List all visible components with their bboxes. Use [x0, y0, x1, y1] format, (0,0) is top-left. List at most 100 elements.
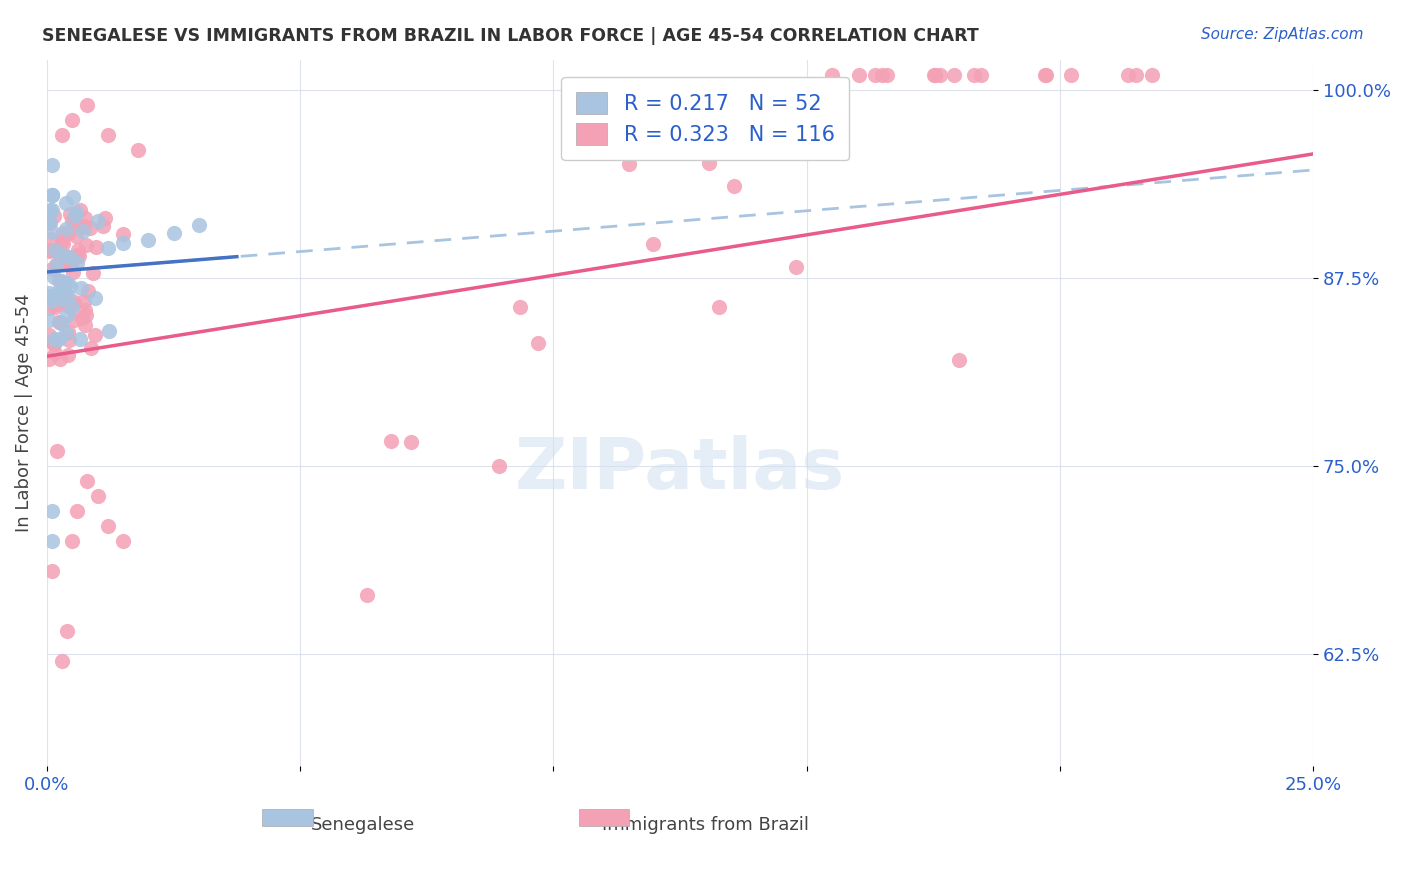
Point: [41, 504, 63, 518]
Point: [51, 654, 73, 668]
Point: [872, 68, 894, 82]
Point: [963, 68, 986, 82]
Point: [56, 325, 79, 339]
Point: [41, 262, 63, 277]
Point: [38, 244, 60, 258]
Point: [73, 293, 96, 308]
Point: [53, 287, 76, 301]
Point: [84, 291, 107, 305]
Point: [56, 624, 79, 638]
Point: [97, 241, 120, 255]
Point: [1035, 68, 1057, 82]
Point: [876, 68, 898, 82]
Point: [44, 335, 66, 350]
Point: [62, 190, 84, 204]
Point: [60, 112, 83, 127]
Point: [162, 226, 184, 240]
Point: [51, 274, 73, 288]
Point: [44, 209, 66, 223]
Point: [924, 68, 946, 82]
Point: [77, 284, 100, 298]
Point: [41, 188, 63, 202]
Point: [58, 334, 80, 348]
Point: [924, 68, 946, 82]
Point: [111, 533, 134, 548]
Point: [58, 259, 80, 273]
Point: [66, 256, 89, 270]
Point: [66, 504, 89, 518]
Point: [63, 313, 86, 327]
Point: [356, 588, 378, 602]
Point: [617, 157, 640, 171]
Point: [56, 348, 79, 362]
Point: [380, 434, 402, 448]
Point: [51, 237, 73, 252]
Point: [948, 353, 970, 368]
Point: [42, 269, 65, 284]
Point: [45, 258, 67, 272]
Point: [39, 202, 62, 217]
Point: [60, 295, 83, 310]
Text: ZIPatlas: ZIPatlas: [515, 435, 845, 504]
Point: [509, 300, 531, 314]
Point: [56, 309, 79, 323]
Point: [67, 249, 90, 263]
Point: [75, 309, 97, 323]
Point: [63, 210, 86, 224]
Point: [41, 202, 63, 217]
Point: [48, 274, 70, 288]
Point: [75, 318, 97, 332]
Point: [1116, 68, 1139, 82]
Point: [79, 221, 101, 235]
Point: [73, 211, 96, 226]
Point: [55, 196, 77, 211]
Point: [41, 188, 63, 202]
Point: [39, 244, 62, 258]
Point: [62, 295, 84, 310]
Point: [63, 216, 86, 230]
Point: [41, 564, 63, 578]
Point: [97, 128, 120, 142]
Point: [943, 68, 966, 82]
Point: [136, 233, 159, 247]
Point: [56, 276, 79, 290]
Text: Immigrants from Brazil: Immigrants from Brazil: [602, 816, 808, 834]
Point: [111, 235, 134, 250]
Point: [723, 179, 745, 194]
Point: [42, 337, 65, 351]
Y-axis label: In Labor Force | Age 45-54: In Labor Force | Age 45-54: [15, 293, 32, 533]
Point: [38, 206, 60, 220]
Point: [55, 326, 77, 341]
Text: SENEGALESE VS IMMIGRANTS FROM BRAZIL IN LABOR FORCE | AGE 45-54 CORRELATION CHAR: SENEGALESE VS IMMIGRANTS FROM BRAZIL IN …: [42, 27, 979, 45]
Point: [44, 332, 66, 346]
Point: [38, 215, 60, 229]
Point: [1033, 68, 1056, 82]
FancyBboxPatch shape: [262, 809, 312, 826]
Point: [52, 248, 75, 262]
Point: [38, 352, 60, 367]
Point: [56, 226, 79, 240]
Point: [44, 291, 66, 305]
Point: [641, 237, 664, 252]
Point: [51, 316, 73, 330]
Point: [84, 328, 107, 343]
Point: [1140, 68, 1163, 82]
Point: [53, 276, 76, 290]
Point: [86, 214, 108, 228]
Point: [41, 232, 63, 246]
Point: [526, 336, 548, 351]
Point: [48, 315, 70, 329]
Point: [69, 280, 91, 294]
Point: [38, 328, 60, 343]
Point: [82, 266, 104, 280]
Point: [60, 533, 83, 548]
Point: [80, 341, 103, 355]
Point: [73, 219, 96, 234]
Point: [187, 218, 209, 232]
Point: [69, 332, 91, 346]
Point: [41, 188, 63, 202]
Point: [711, 129, 734, 144]
Point: [48, 332, 70, 346]
Point: [38, 289, 60, 303]
Point: [65, 205, 87, 219]
